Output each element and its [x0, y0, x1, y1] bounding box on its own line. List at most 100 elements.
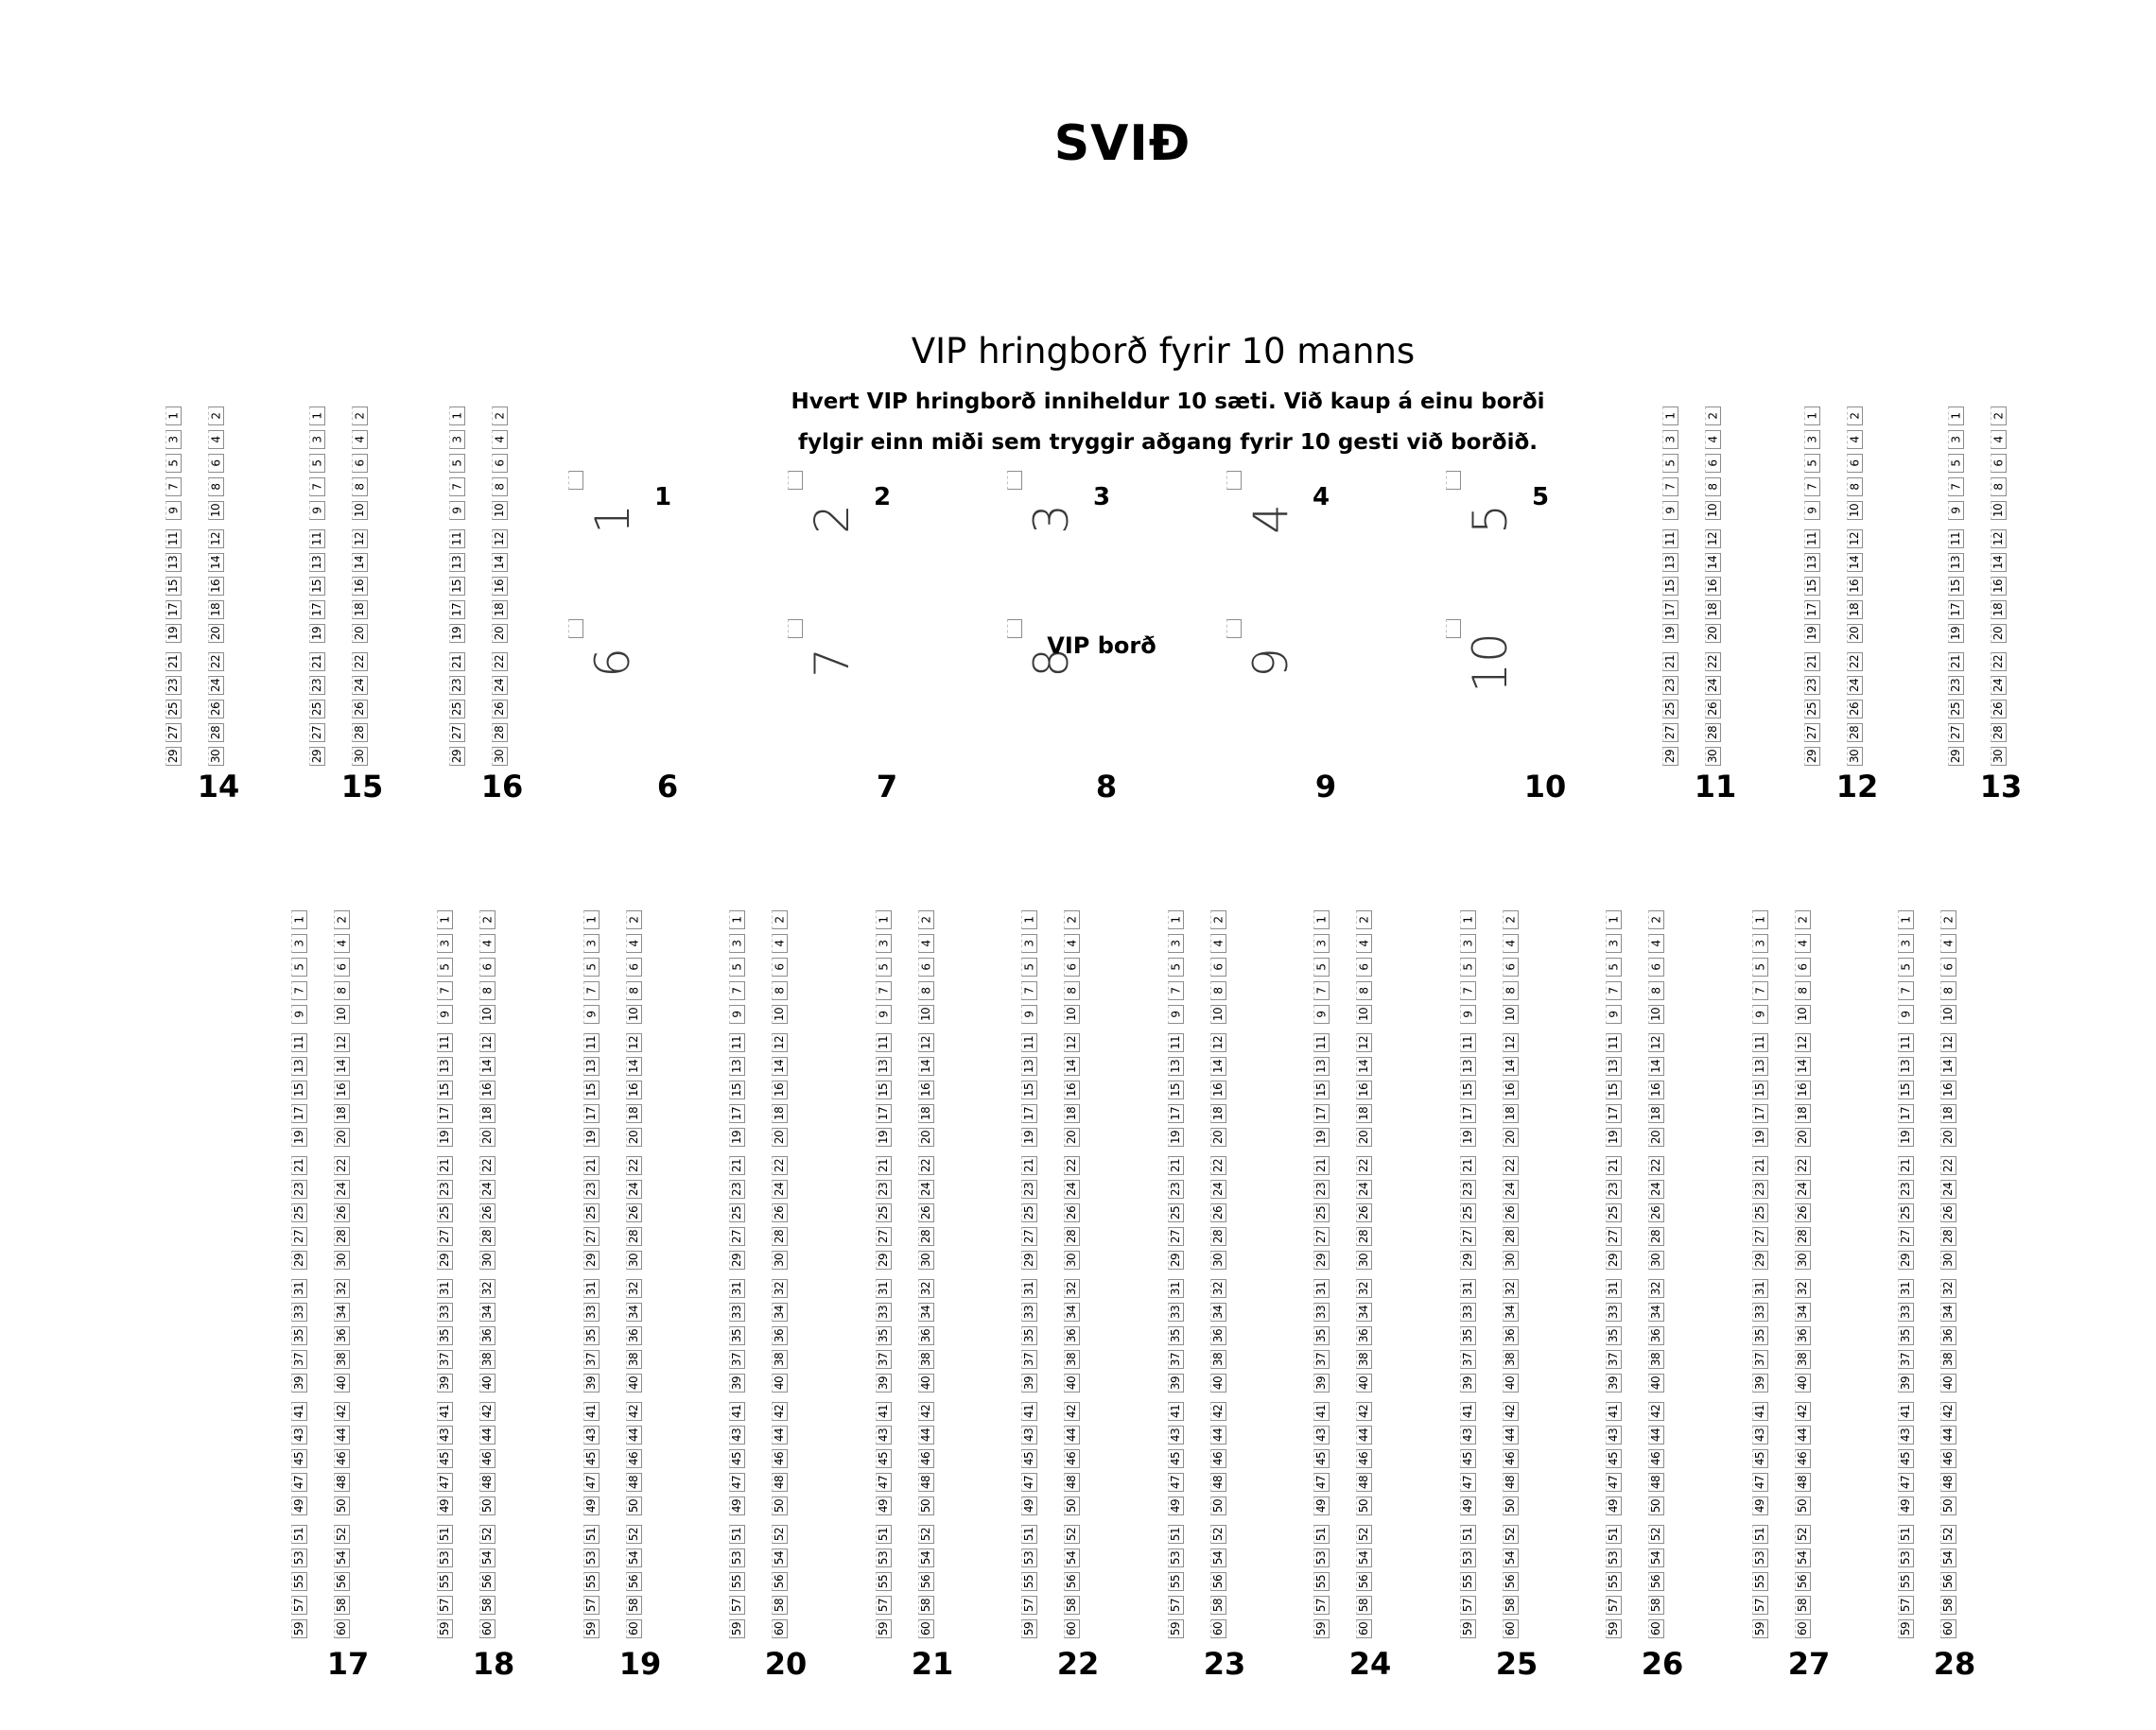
seat[interactable]: 59 [1460, 1619, 1476, 1638]
seat[interactable]: 5 [1662, 454, 1678, 473]
seat[interactable]: 49 [729, 1496, 745, 1515]
seat[interactable]: 60 [1503, 1619, 1519, 1638]
seat[interactable]: 30 [1991, 747, 2007, 766]
seat[interactable]: 13 [1662, 553, 1678, 572]
seat[interactable]: 20 [208, 624, 224, 643]
seat[interactable]: 4 [1648, 934, 1664, 953]
seat[interactable]: 18 [1648, 1104, 1664, 1123]
seat[interactable]: 41 [1460, 1402, 1476, 1421]
seat[interactable]: 10 [1795, 1005, 1811, 1024]
seat[interactable]: 32 [626, 1279, 642, 1298]
seat[interactable]: 55 [1460, 1572, 1476, 1591]
seat[interactable]: 1 [1898, 910, 1914, 929]
seat[interactable]: 8 [1648, 981, 1664, 1000]
seat[interactable]: 3 [437, 934, 453, 953]
seat[interactable]: 2 [1356, 910, 1372, 929]
seat[interactable]: 28 [352, 723, 368, 742]
seat[interactable]: 30 [334, 1251, 350, 1270]
seat[interactable]: 5 [876, 958, 892, 977]
seat[interactable]: 44 [1064, 1426, 1080, 1445]
seat[interactable]: 13 [729, 1057, 745, 1076]
seat[interactable]: 18 [1940, 1104, 1956, 1123]
seat[interactable]: 42 [1356, 1402, 1372, 1421]
seat[interactable]: 19 [1460, 1128, 1476, 1147]
seat[interactable]: 43 [876, 1426, 892, 1445]
vip-table-seat-box[interactable] [568, 619, 583, 638]
vip-table-seat-box[interactable] [1226, 619, 1242, 638]
seat[interactable]: 9 [165, 501, 182, 520]
seat[interactable]: 56 [918, 1572, 934, 1591]
seat[interactable]: 23 [1752, 1180, 1768, 1199]
seat[interactable]: 22 [1991, 652, 2007, 671]
seat[interactable]: 19 [165, 624, 182, 643]
seat[interactable]: 50 [1940, 1496, 1956, 1515]
seat[interactable]: 59 [1021, 1619, 1037, 1638]
seat[interactable]: 54 [1503, 1548, 1519, 1567]
seat[interactable]: 23 [1804, 676, 1820, 695]
seat[interactable]: 19 [729, 1128, 745, 1147]
seat[interactable]: 17 [1606, 1104, 1622, 1123]
seat[interactable]: 27 [1898, 1227, 1914, 1246]
seat[interactable]: 14 [1940, 1057, 1956, 1076]
seat[interactable]: 56 [772, 1572, 788, 1591]
seat[interactable]: 38 [1940, 1350, 1956, 1369]
seat[interactable]: 18 [772, 1104, 788, 1123]
seat[interactable]: 30 [1705, 747, 1721, 766]
seat[interactable]: 42 [1210, 1402, 1226, 1421]
seat[interactable]: 27 [1948, 723, 1964, 742]
seat[interactable]: 3 [583, 934, 600, 953]
seat[interactable]: 5 [449, 454, 465, 473]
seat[interactable]: 2 [626, 910, 642, 929]
seat[interactable]: 4 [334, 934, 350, 953]
seat[interactable]: 18 [1705, 600, 1721, 619]
seat[interactable]: 58 [626, 1596, 642, 1615]
seat[interactable]: 31 [1168, 1279, 1184, 1298]
seat[interactable]: 14 [1356, 1057, 1372, 1076]
seat[interactable]: 37 [729, 1350, 745, 1369]
seat[interactable]: 17 [583, 1104, 600, 1123]
seat[interactable]: 10 [1705, 501, 1721, 520]
seat[interactable]: 19 [583, 1128, 600, 1147]
seat[interactable]: 14 [1705, 553, 1721, 572]
seat[interactable]: 50 [479, 1496, 496, 1515]
seat[interactable]: 51 [1606, 1525, 1622, 1544]
seat[interactable]: 41 [876, 1402, 892, 1421]
seat[interactable]: 43 [1021, 1426, 1037, 1445]
seat[interactable]: 19 [1898, 1128, 1914, 1147]
seat[interactable]: 37 [1898, 1350, 1914, 1369]
seat[interactable]: 16 [772, 1081, 788, 1099]
seat[interactable]: 30 [1940, 1251, 1956, 1270]
seat[interactable]: 28 [1991, 723, 2007, 742]
seat[interactable]: 51 [1752, 1525, 1768, 1544]
seat[interactable]: 28 [492, 723, 508, 742]
seat[interactable]: 22 [1210, 1156, 1226, 1175]
seat[interactable]: 12 [1503, 1033, 1519, 1052]
seat[interactable]: 39 [1752, 1374, 1768, 1393]
seat[interactable]: 53 [1606, 1548, 1622, 1567]
seat[interactable]: 57 [1021, 1596, 1037, 1615]
seat[interactable]: 50 [1795, 1496, 1811, 1515]
seat[interactable]: 4 [626, 934, 642, 953]
seat[interactable]: 27 [1662, 723, 1678, 742]
seat[interactable]: 5 [309, 454, 325, 473]
seat[interactable]: 9 [1460, 1005, 1476, 1024]
seat[interactable]: 1 [1948, 407, 1964, 425]
seat[interactable]: 19 [1168, 1128, 1184, 1147]
seat[interactable]: 14 [479, 1057, 496, 1076]
seat[interactable]: 48 [1795, 1473, 1811, 1492]
seat[interactable]: 18 [1795, 1104, 1811, 1123]
seat[interactable]: 36 [1795, 1326, 1811, 1345]
seat[interactable]: 7 [1460, 981, 1476, 1000]
seat[interactable]: 22 [1940, 1156, 1956, 1175]
seat[interactable]: 13 [1752, 1057, 1768, 1076]
seat[interactable]: 36 [772, 1326, 788, 1345]
seat[interactable]: 39 [291, 1374, 307, 1393]
seat[interactable]: 19 [291, 1128, 307, 1147]
seat[interactable]: 23 [729, 1180, 745, 1199]
seat[interactable]: 2 [208, 407, 224, 425]
seat[interactable]: 6 [1940, 958, 1956, 977]
seat[interactable]: 8 [1705, 477, 1721, 496]
seat[interactable]: 16 [1064, 1081, 1080, 1099]
seat[interactable]: 4 [1064, 934, 1080, 953]
seat[interactable]: 15 [876, 1081, 892, 1099]
